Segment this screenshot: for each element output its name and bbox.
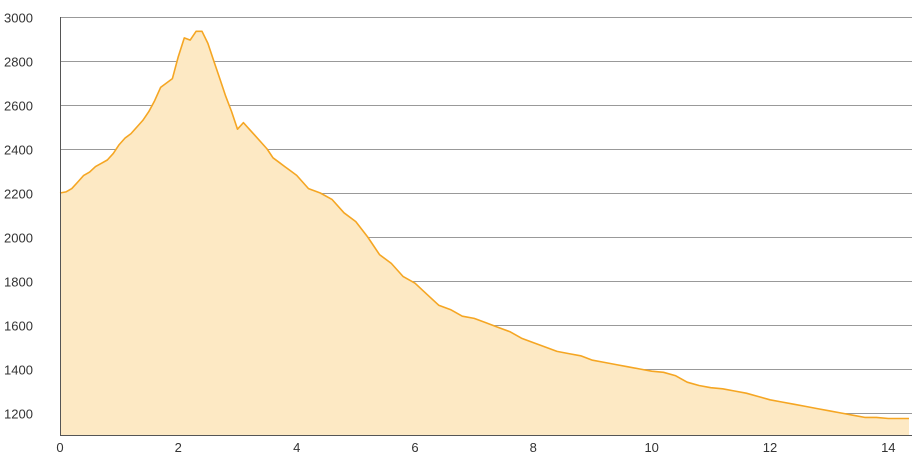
x-tick-label: 14 [881, 440, 895, 455]
y-tick-label: 3000 [4, 11, 33, 26]
y-tick-label: 2400 [4, 143, 33, 158]
x-tick-label: 12 [763, 440, 777, 455]
y-tick-label: 1600 [4, 319, 33, 334]
series-line [59, 30, 909, 420]
y-tick-label: 2800 [4, 55, 33, 70]
y-tick-label: 2600 [4, 99, 33, 114]
axis-layer [60, 17, 912, 436]
y-tick-label: 2000 [4, 231, 33, 246]
y-tick-label: 1400 [4, 363, 33, 378]
x-tick-label: 0 [56, 440, 63, 455]
y-tick-labels: 1200 1400 1600 1800 2000 2200 2400 2600 2800 3000 [4, 11, 33, 422]
y-tick-label: 2200 [4, 187, 33, 202]
x-tick-label: 6 [411, 440, 418, 455]
x-tick-labels: 0 2 4 6 8 10 12 14 [56, 440, 895, 455]
y-tick-label: 1800 [4, 275, 33, 290]
x-tick-label: 8 [530, 440, 537, 455]
x-tick-label: 10 [644, 440, 658, 455]
area-fill [60, 31, 909, 436]
y-tick-label: 1200 [4, 407, 33, 422]
x-tick-label: 2 [175, 440, 182, 455]
x-tick-label: 4 [293, 440, 300, 455]
area-layer [59, 30, 909, 436]
